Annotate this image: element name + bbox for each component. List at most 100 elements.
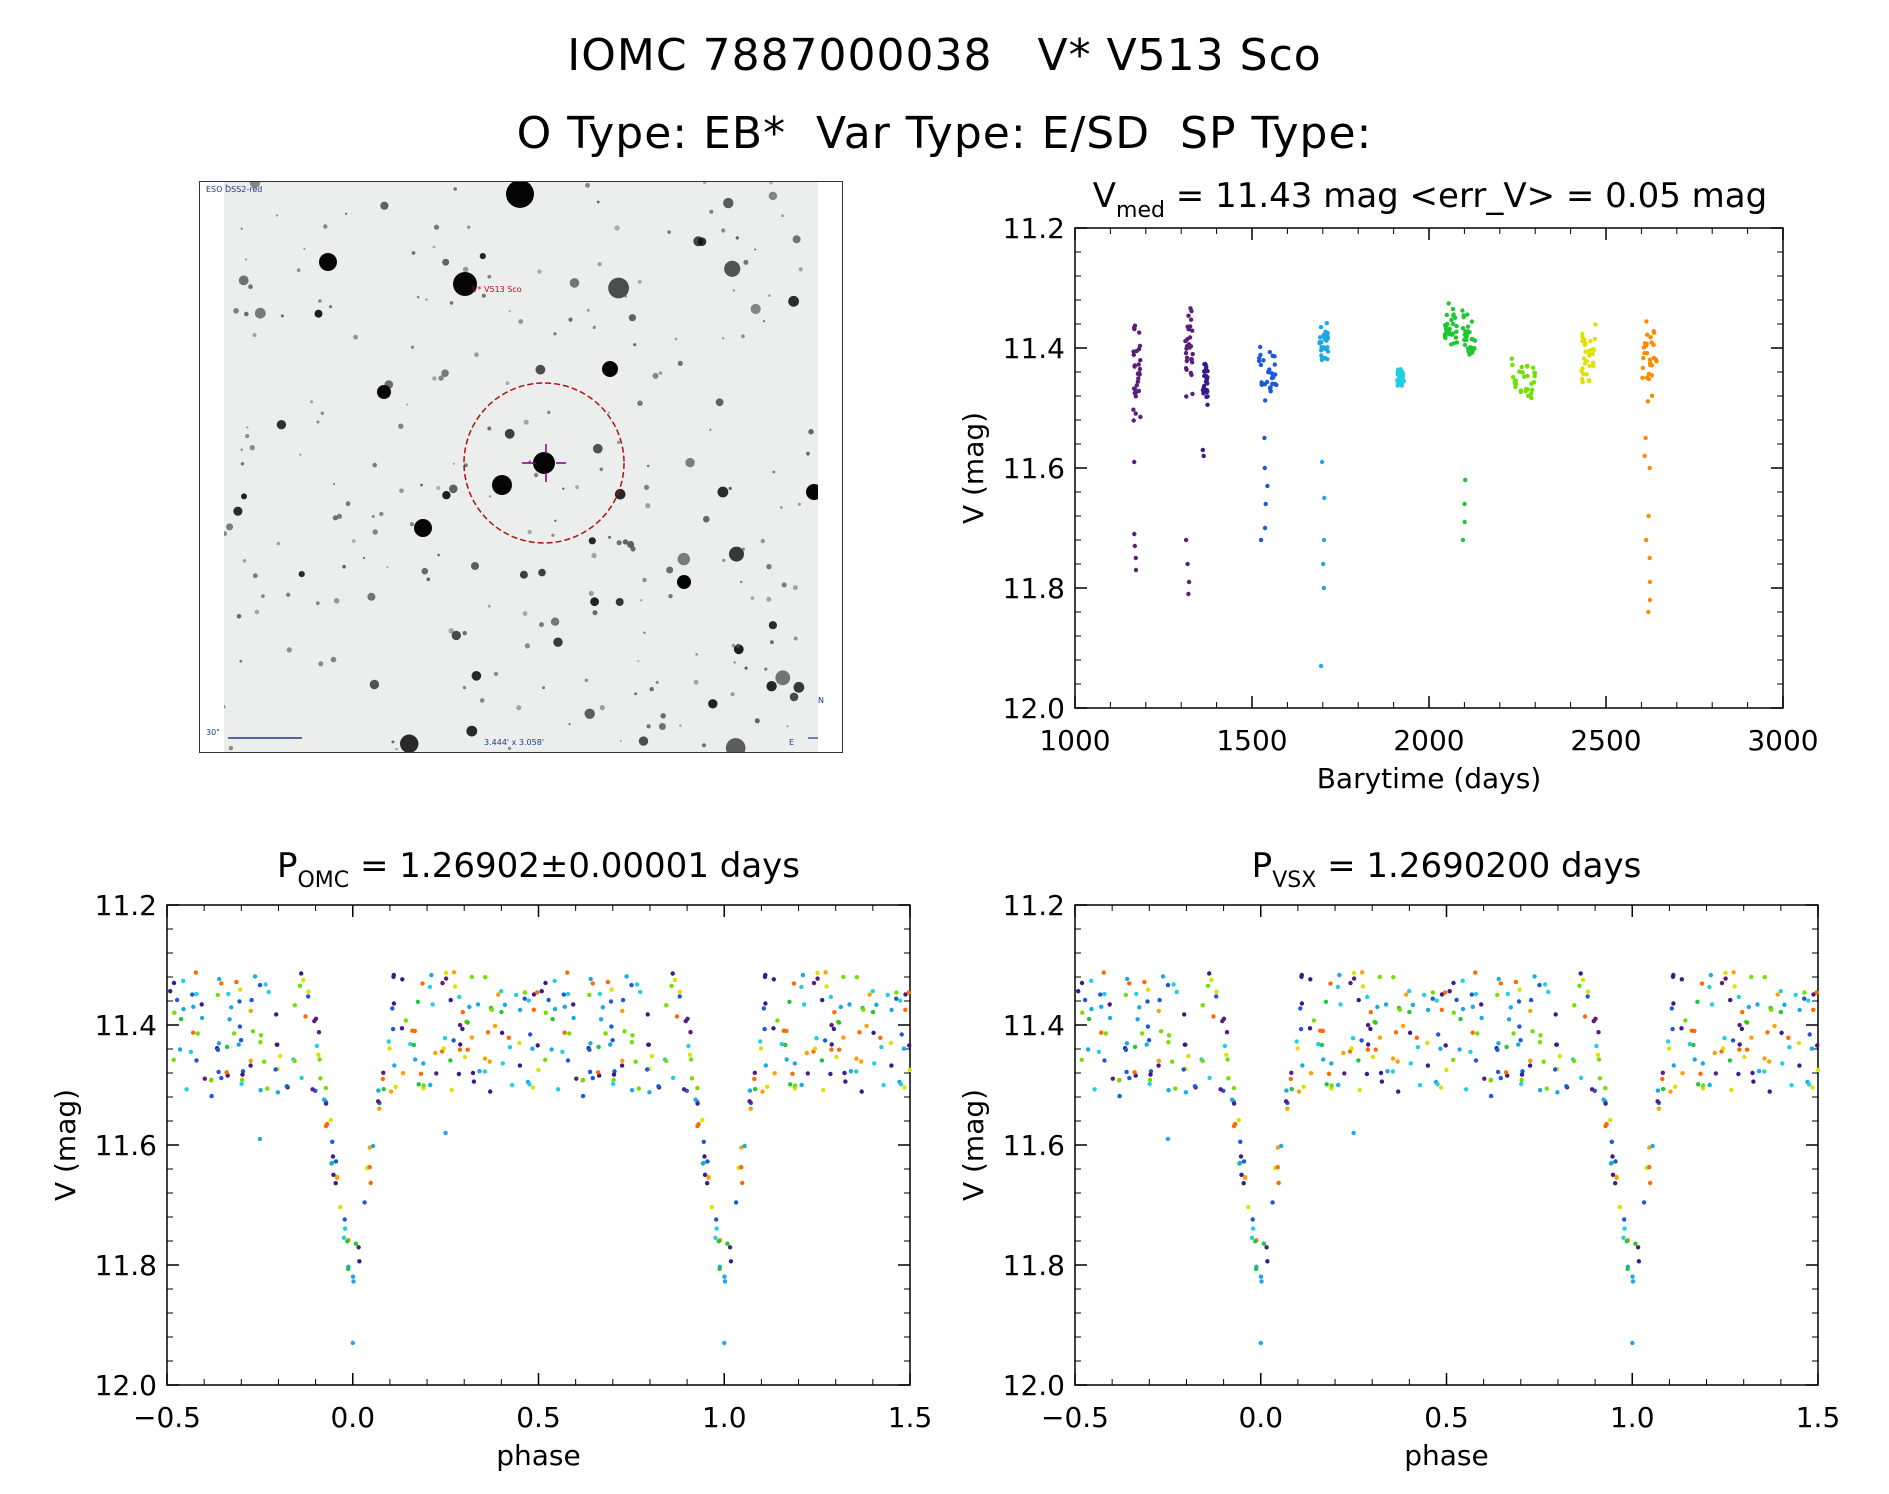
finder-star: [371, 514, 375, 519]
finder-star: [775, 670, 791, 686]
phased-point: [1656, 1106, 1661, 1111]
phased-point: [482, 1069, 487, 1074]
phased-omc-plot-frame: [166, 904, 911, 1386]
phased-point: [1810, 1085, 1815, 1090]
lightcurve-point: [1259, 382, 1264, 387]
finder-star: [562, 487, 565, 490]
x-tick-label: 2500: [1570, 724, 1641, 757]
phased-point: [1782, 1002, 1787, 1007]
fov-label: 3.444' x 3.058': [484, 738, 545, 747]
lightcurve-point: [1269, 371, 1274, 376]
phased-point: [1789, 1083, 1794, 1088]
finder-star: [241, 493, 247, 500]
phased-point: [1407, 1009, 1412, 1015]
finder-star: [693, 679, 699, 685]
phased-point: [1397, 1007, 1402, 1012]
lightcurve-point: [1651, 329, 1656, 334]
phased-point: [1722, 1036, 1727, 1041]
phased-point: [561, 992, 566, 997]
phased-point: [1124, 1069, 1129, 1075]
phased-point: [252, 974, 258, 979]
phased-point: [1603, 1101, 1608, 1106]
finder-star: [239, 659, 243, 663]
phased-point: [1156, 1008, 1161, 1014]
phased-point: [1504, 1044, 1509, 1050]
finder-star: [462, 686, 467, 690]
lightcurve-point: [1188, 344, 1194, 349]
lightcurve-title: Vmed = 11.43 mag <err_V> = 0.05 mag: [1093, 176, 1767, 223]
phased-point: [705, 1181, 710, 1186]
lightcurve-point: [1399, 373, 1404, 379]
phased-point: [1231, 1085, 1237, 1091]
lightcurve-point: [1526, 393, 1531, 398]
phased-point: [1182, 1012, 1187, 1017]
phased-point: [1400, 1023, 1406, 1029]
phased-point: [467, 1004, 472, 1010]
phased-point: [722, 1279, 728, 1284]
lightcurve-point: [1640, 375, 1645, 380]
lightcurve-point: [1399, 383, 1404, 388]
phased-point: [250, 1029, 256, 1034]
lightcurve-point: [1590, 363, 1596, 369]
phased-point: [1147, 1081, 1152, 1087]
phased-point: [1308, 977, 1313, 982]
phased-point: [1160, 974, 1166, 979]
phased-point: [689, 1076, 695, 1081]
finder-star: [252, 333, 257, 337]
finder-star: [685, 457, 695, 468]
lightcurve-point: [1453, 335, 1459, 340]
phased-point: [443, 970, 449, 976]
lightcurve-point: [1582, 342, 1588, 347]
phased-point: [1505, 991, 1510, 997]
phased-point: [1564, 1084, 1569, 1089]
phased-point: [1253, 1266, 1259, 1272]
phased-point: [775, 1018, 780, 1023]
phased-point: [728, 1259, 734, 1264]
phased-point: [1157, 997, 1162, 1003]
finder-star: [318, 661, 324, 667]
phased-point: [457, 1047, 463, 1052]
phased-point: [1671, 1063, 1676, 1068]
phased-point: [608, 1042, 613, 1047]
phased-point: [310, 1087, 315, 1092]
phased-point: [367, 1165, 372, 1170]
phased-point: [1447, 989, 1452, 994]
phased-point: [1578, 1075, 1584, 1081]
finder-star: [551, 533, 555, 537]
finder-star: [310, 400, 313, 404]
y-tick-label: 11.6: [95, 1129, 157, 1162]
phased-point: [1249, 1235, 1255, 1240]
phased-point: [488, 1089, 493, 1094]
phased-point: [1473, 1058, 1479, 1063]
lightcurve-point: [1262, 525, 1268, 531]
finder-star: [416, 295, 420, 299]
phased-point: [1610, 1154, 1615, 1159]
finder-star: [616, 540, 622, 546]
chart-title-main: P: [1252, 846, 1273, 886]
finder-star: [697, 237, 707, 246]
phased-point: [1209, 977, 1214, 983]
phased-point: [1603, 1085, 1608, 1091]
phased-point: [1482, 1076, 1487, 1081]
phased-point: [1520, 1069, 1525, 1074]
y-tick-label: 11.6: [1003, 452, 1065, 485]
phased-point: [1505, 1073, 1510, 1078]
phased-point: [239, 1077, 245, 1083]
phased-point: [1288, 1076, 1293, 1082]
finder-star: [254, 609, 260, 615]
phased-point: [1498, 1075, 1503, 1081]
phased-point: [829, 1022, 834, 1028]
phased-point: [1597, 1076, 1603, 1081]
lightcurve-point: [1580, 338, 1585, 344]
finder-star: [658, 723, 666, 730]
phased-point: [181, 1006, 186, 1012]
finder-star: [524, 643, 530, 649]
phased-point: [237, 987, 243, 992]
phased-point: [1767, 1089, 1772, 1094]
phased-point: [1321, 1057, 1326, 1062]
phased-point: [1300, 1063, 1305, 1068]
finder-star: [240, 448, 243, 452]
phased-point: [889, 1063, 894, 1068]
phased-point: [1727, 1058, 1733, 1063]
phased-point: [1435, 1082, 1440, 1087]
